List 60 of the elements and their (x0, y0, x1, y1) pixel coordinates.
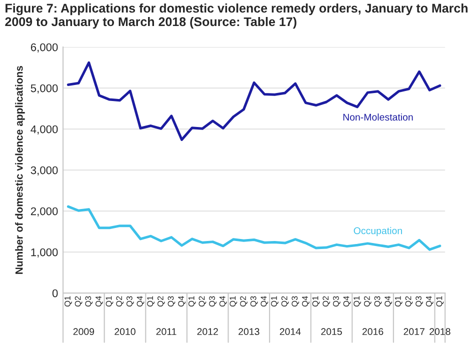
y-tick-label: 5,000 (30, 84, 58, 94)
x-tick-label: Q2 (240, 296, 248, 307)
x-tick-label: Q3 (250, 296, 258, 307)
x-tick-label: Q1 (394, 296, 402, 307)
text: 2010 (114, 328, 136, 336)
y-tick-label: 6,000 (30, 43, 58, 53)
text: 2015 (321, 328, 342, 336)
text: 2017 (404, 328, 424, 336)
series-label: Occupation (354, 227, 402, 236)
x-tick-label: Q1 (436, 296, 444, 307)
x-tick-label: Q3 (168, 296, 176, 307)
x-tick-label: Q4 (96, 296, 103, 307)
x-tick-label: Q1 (64, 296, 72, 307)
x-tick-label: Q3 (126, 296, 134, 307)
x-tick-label: Q4 (136, 296, 144, 307)
x-tick-label: Q1 (312, 296, 320, 307)
x-tick-label: Q2 (281, 296, 289, 307)
x-tick-label: Q2 (198, 296, 206, 307)
x-tick-label: Q1 (147, 296, 155, 307)
text: 2014 (280, 328, 301, 336)
x-tick-label: Q4 (384, 296, 392, 307)
x-tick-label: Q4 (426, 296, 434, 307)
text: 2012 (197, 328, 218, 336)
x-tick-label: Q4 (302, 296, 310, 307)
text: 2009 (73, 328, 94, 336)
x-tick-label: Q1 (188, 296, 196, 307)
text: 2018 (430, 328, 450, 336)
x-tick-label: Q3 (416, 296, 423, 307)
x-tick-label: Q4 (343, 296, 351, 307)
line-series (66, 61, 442, 141)
x-tick-label: Q1 (230, 296, 238, 307)
x-tick-label: Q1 (354, 296, 362, 307)
y-tick-label: 4,000 (30, 125, 58, 135)
x-tick-label: Q4 (260, 296, 268, 307)
x-tick-label: Q3 (292, 296, 300, 307)
x-tick-label: Q3 (333, 296, 340, 307)
y-axis-title: Number of domestic violence applications (15, 66, 25, 274)
text: 2011 (156, 328, 176, 336)
x-tick-label: Q1 (106, 296, 114, 307)
x-tick-label: Q2 (157, 296, 165, 307)
x-tick-label: Q1 (271, 296, 278, 307)
x-tick-label: Q2 (74, 296, 82, 307)
chart-title: Figure 7: Applications for domestic violence remedy orders, January to March 2009 to January to March 2018 (Source: Table 17) (5, 3, 468, 29)
x-tick-label: Q2 (322, 296, 330, 307)
line-series (66, 205, 442, 251)
y-tick-label: 0 (52, 289, 58, 298)
series-label: Non-Molestation (343, 113, 413, 121)
text: 2016 (362, 328, 384, 336)
x-tick-label: Q2 (405, 296, 413, 307)
x-tick-label: Q2 (116, 296, 124, 307)
x-tick-label: Q4 (178, 296, 186, 307)
x-tick-label: Q3 (85, 296, 93, 307)
y-tick-label: 3,000 (30, 166, 58, 176)
text: 2013 (238, 328, 260, 336)
x-tick-label: Q3 (209, 296, 216, 307)
x-tick-label: Q4 (219, 296, 227, 307)
x-tick-label: Q2 (364, 296, 372, 307)
x-tick-label: Q3 (374, 296, 382, 307)
y-tick-label: 2,000 (30, 207, 58, 217)
y-tick-label: 1,000 (31, 248, 58, 258)
